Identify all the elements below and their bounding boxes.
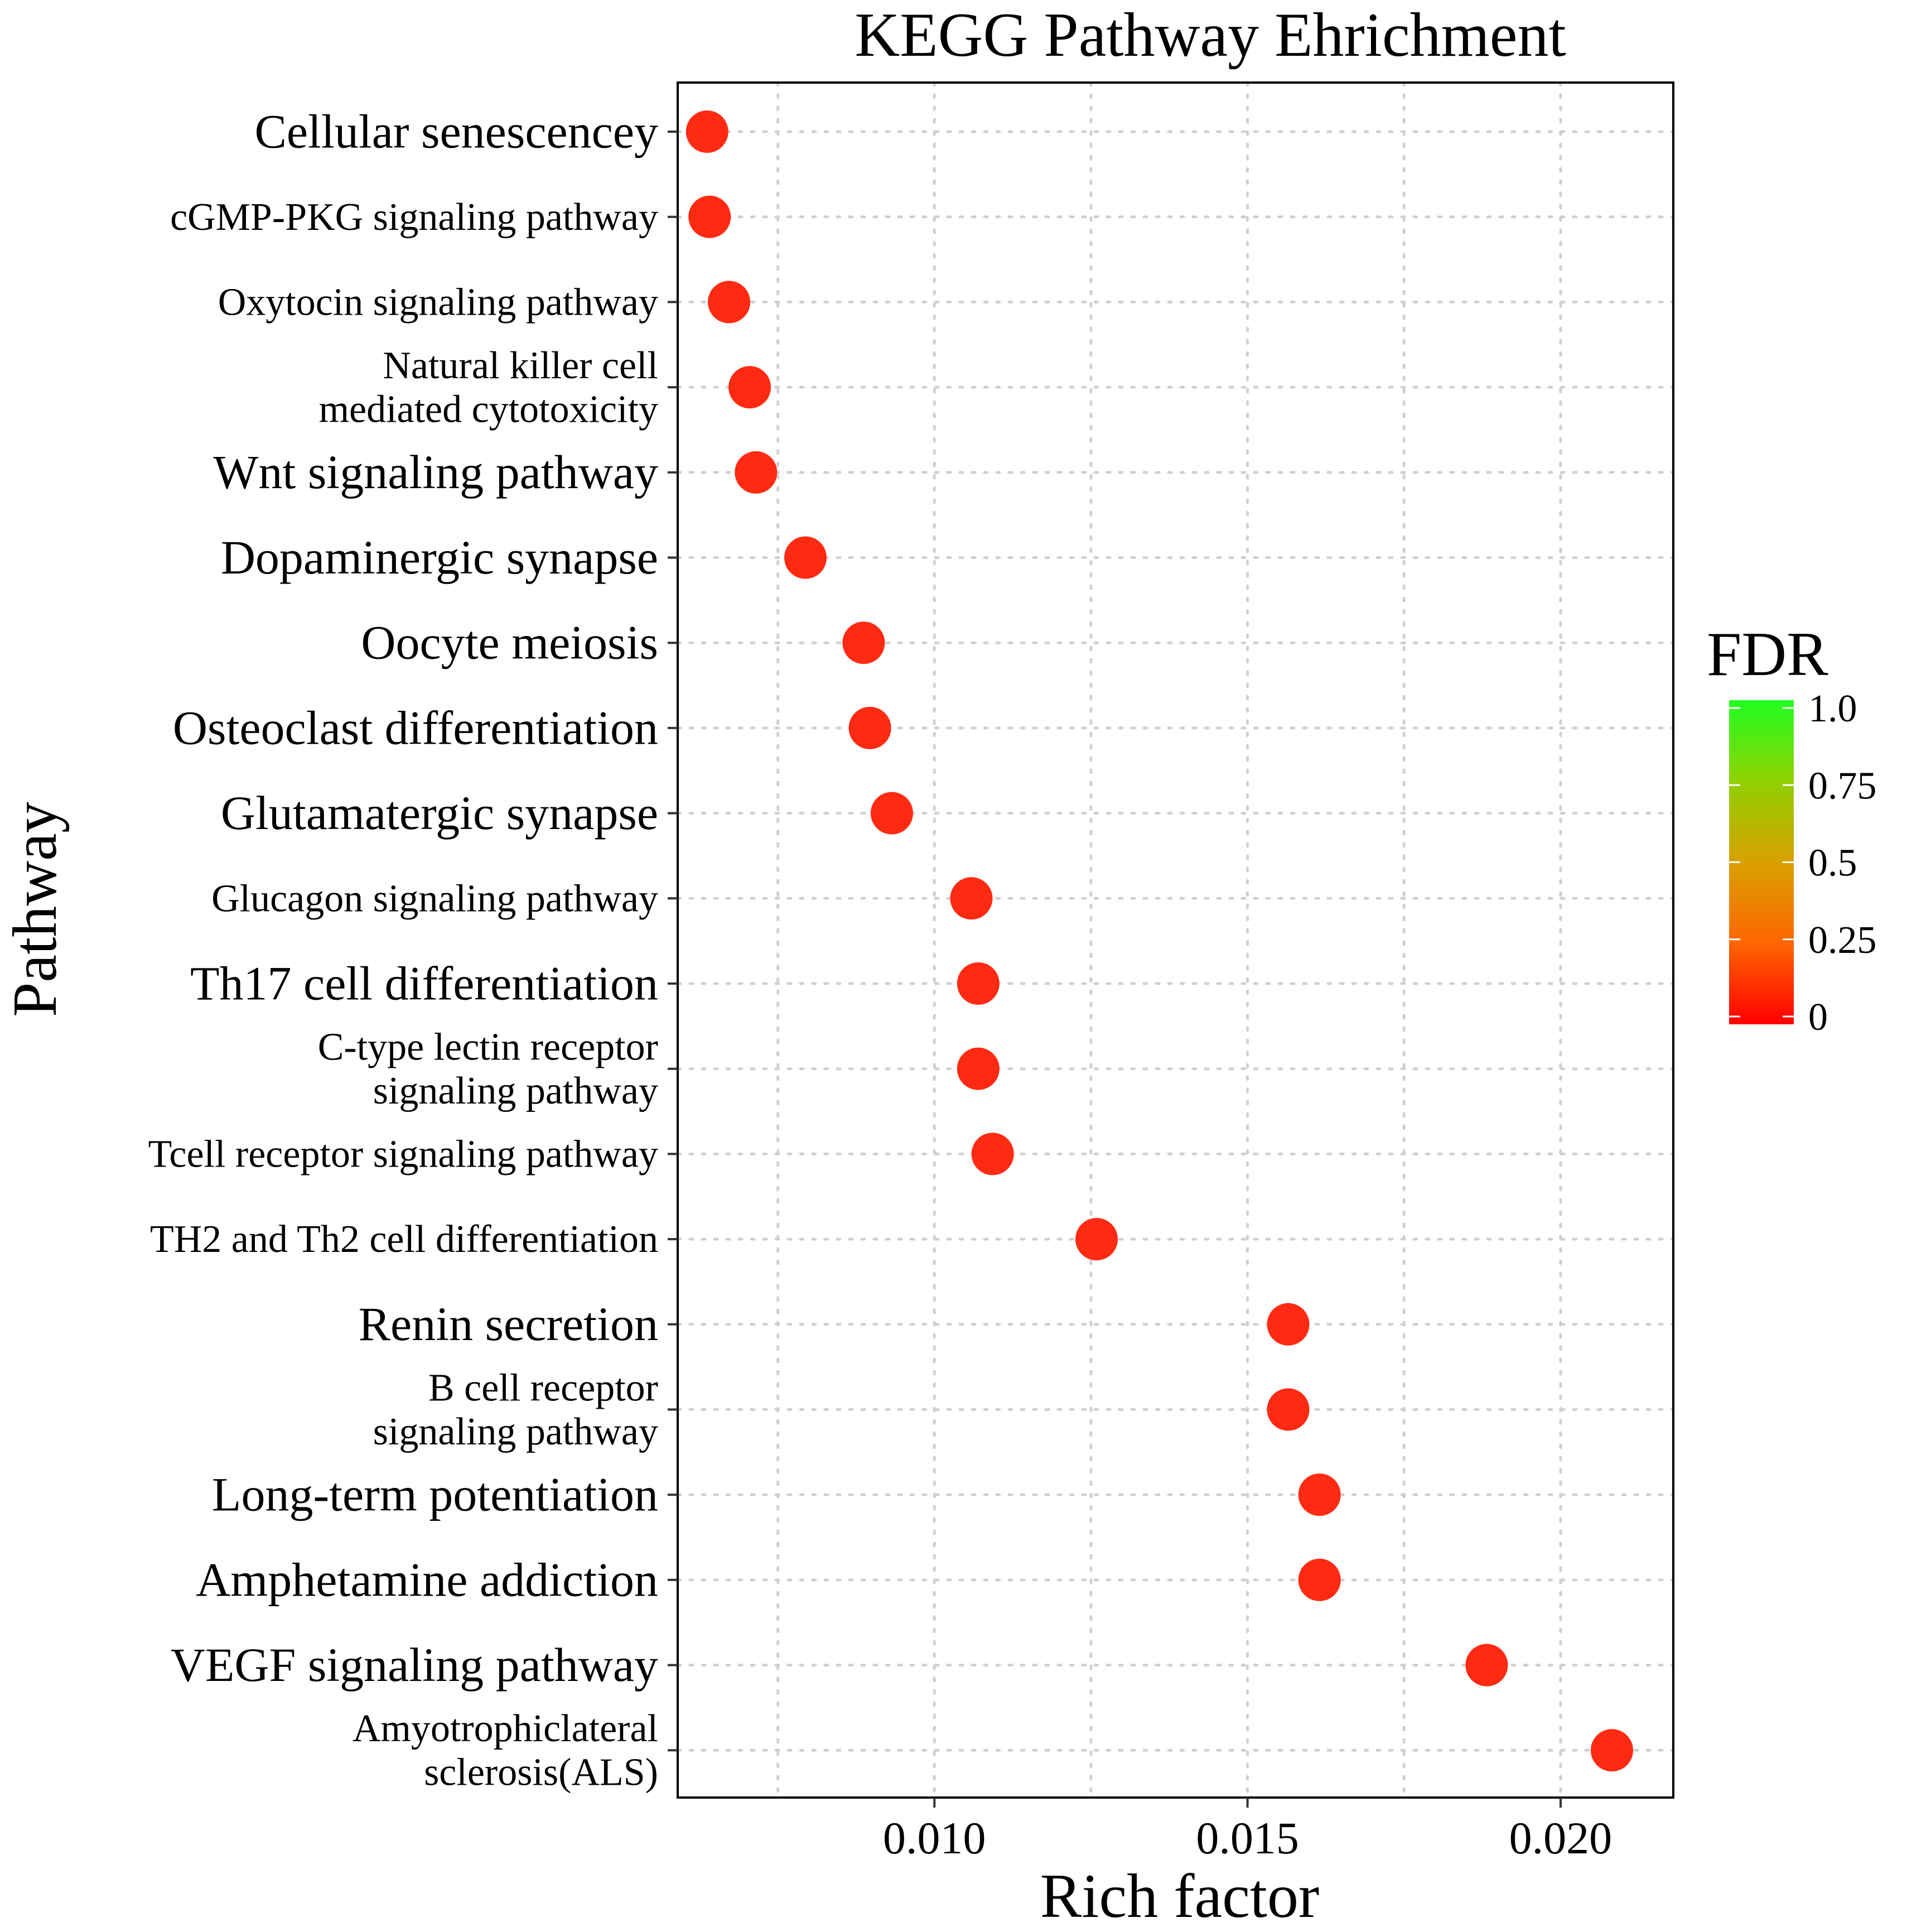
plot-area: Cellular senescencey cGMP-PKG signaling p… bbox=[148, 81, 1675, 1863]
data-point bbox=[957, 962, 1000, 1005]
data-point bbox=[848, 706, 891, 749]
y-tick-label: Natural killer cell mediated cytotoxicity bbox=[319, 344, 658, 431]
x-tick-label: 0.010 bbox=[883, 1813, 986, 1863]
data-point bbox=[1298, 1558, 1341, 1601]
y-axis-title: Pathway bbox=[1, 802, 70, 1017]
data-point bbox=[1267, 1388, 1310, 1431]
y-tick-label: VEGF signaling pathway bbox=[171, 1638, 658, 1692]
y-tick-label: Dopaminergic synapse bbox=[221, 531, 658, 584]
legend-tick-label: 0.75 bbox=[1808, 764, 1877, 807]
legend-tick-label: 0.5 bbox=[1808, 842, 1857, 885]
data-point bbox=[950, 877, 993, 920]
y-tick-label: Renin secretion bbox=[359, 1297, 658, 1351]
y-tick-label: C-type lectin receptor signaling pathway bbox=[318, 1026, 658, 1112]
y-tick-label: Glucagon signaling pathway bbox=[211, 877, 658, 920]
data-point bbox=[784, 536, 827, 579]
y-tick-label: Tcell receptor signaling pathway bbox=[148, 1133, 658, 1176]
y-tick-label: Glutamatergic synapse bbox=[221, 786, 658, 840]
x-axis-title: Rich factor bbox=[1040, 1862, 1320, 1929]
fdr-legend: FDR 1.0 0.75 0.5 0.25 0 bbox=[1707, 620, 1877, 1039]
legend-title: FDR bbox=[1707, 620, 1828, 689]
data-point bbox=[708, 281, 751, 324]
x-tick-label: 0.015 bbox=[1196, 1813, 1299, 1863]
y-tick-label: Oocyte meiosis bbox=[361, 616, 658, 669]
y-tick-label: Amyotrophiclateral sclerosis(ALS) bbox=[353, 1707, 658, 1794]
data-point bbox=[842, 621, 885, 664]
y-tick-label: Amphetamine addiction bbox=[196, 1553, 658, 1606]
y-tick-label: TH2 and Th2 cell differentiation bbox=[150, 1218, 658, 1261]
y-tick-label: Oxytocin signaling pathway bbox=[218, 281, 658, 324]
data-point bbox=[1267, 1303, 1310, 1346]
legend-tick-label: 0.25 bbox=[1808, 919, 1877, 962]
plot-border bbox=[677, 81, 1674, 1799]
legend-tick-label: 0 bbox=[1808, 996, 1828, 1039]
y-tick-label: Osteoclast differentiation bbox=[173, 701, 658, 754]
legend-tick-label: 1.0 bbox=[1808, 687, 1857, 730]
y-tick-label: Cellular senescencey bbox=[255, 104, 658, 158]
data-point bbox=[728, 366, 771, 409]
data-point bbox=[685, 110, 728, 153]
data-point bbox=[1465, 1644, 1508, 1687]
data-point bbox=[957, 1047, 1000, 1090]
data-point bbox=[1075, 1218, 1118, 1261]
y-tick-label: B cell receptor signaling pathway bbox=[373, 1366, 658, 1453]
y-tick-label: cGMP-PKG signaling pathway bbox=[170, 196, 658, 239]
y-tick-label: Wnt signaling pathway bbox=[213, 445, 658, 499]
data-point bbox=[971, 1133, 1014, 1175]
data-point bbox=[735, 451, 778, 494]
data-point bbox=[870, 792, 913, 835]
data-point bbox=[1298, 1473, 1341, 1516]
data-point bbox=[688, 195, 731, 238]
x-tick-label: 0.020 bbox=[1509, 1813, 1612, 1863]
chart-title: KEGG Pathway Ehrichment bbox=[854, 1, 1566, 70]
y-tick-label: Long-term potentiation bbox=[212, 1468, 658, 1521]
data-point bbox=[1590, 1729, 1633, 1772]
y-tick-label: Th17 cell differentiation bbox=[190, 956, 658, 1010]
